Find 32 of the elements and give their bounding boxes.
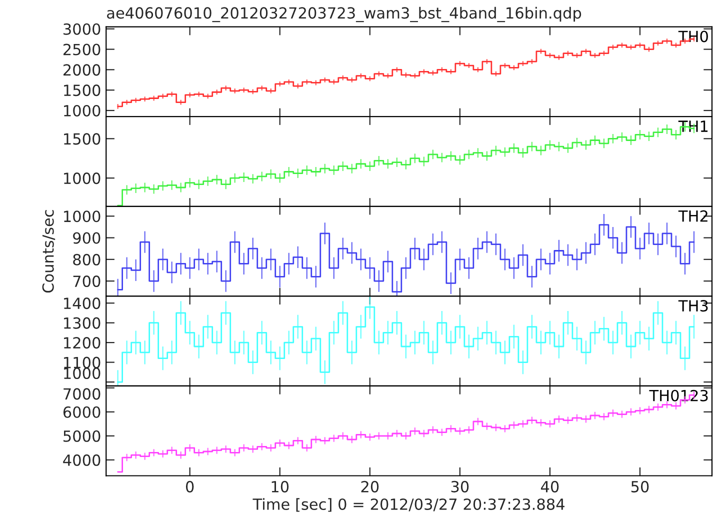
x-tick-label: 40	[540, 480, 559, 492]
y-tick-label: 7000	[64, 388, 100, 400]
x-axis-title: Time [sec] 0 = 2012/03/27 20:37:23.884	[252, 498, 564, 512]
y-tick-label: 1000	[64, 172, 100, 184]
series-label: TH2	[678, 210, 708, 222]
y-tick-label: 1300	[64, 317, 100, 329]
y-tick-label: 2000	[63, 64, 100, 76]
y-tick-label: 2500	[63, 44, 100, 56]
y-tick-label: 1000	[64, 104, 100, 117]
x-tick-label: 0	[186, 480, 194, 492]
x-tick-label: 50	[631, 480, 649, 492]
y-axis-title: Counts/sec	[42, 210, 56, 293]
x-tick-label: 10	[272, 480, 289, 492]
series-label: TH3	[678, 300, 708, 312]
y-tick-label: 1500	[64, 84, 100, 96]
y-tick-label: 3000	[64, 23, 100, 35]
series-label: TH0	[678, 30, 708, 42]
y-tick-label: 1200	[64, 337, 100, 349]
y-tick-label: 700	[73, 276, 100, 288]
y-tick-label: 1500	[64, 133, 100, 145]
y-tick-label: 1000	[64, 368, 100, 380]
y-tick-label: 4000	[63, 454, 100, 466]
y-tick-label: 1100	[64, 356, 100, 368]
y-tick-label: 1400	[64, 298, 100, 310]
y-tick-label: 6000	[63, 406, 100, 418]
x-tick-label: 30	[451, 480, 469, 492]
y-tick-label: 5000	[64, 430, 100, 442]
y-tick-label: 800	[73, 254, 100, 266]
y-tick-label: 900	[73, 232, 100, 244]
x-tick-label: 20	[361, 480, 379, 492]
y-tick-label: 1000	[64, 210, 100, 222]
chart-title: ae406076010_20120327203723_wam3_bst_4band_16bin.qdp	[107, 6, 582, 22]
